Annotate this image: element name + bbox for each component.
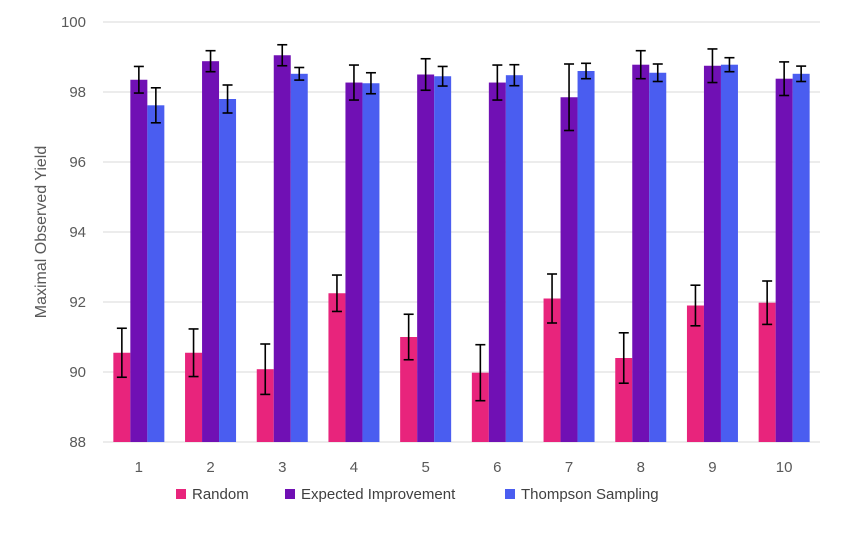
error-bar	[724, 56, 735, 73]
legend-label: Random	[192, 486, 249, 503]
bar	[345, 82, 363, 443]
error-bar	[150, 87, 161, 124]
x-tick-label: 1	[135, 459, 143, 476]
x-tick-label: 10	[776, 459, 793, 476]
bar	[362, 83, 380, 442]
legend: Random Expected Improvement Thompson Sampl…	[176, 486, 659, 503]
legend-label: Expected Improvement	[301, 486, 456, 503]
x-tick-label: 5	[421, 459, 429, 476]
error-bar	[509, 63, 520, 87]
bar	[577, 71, 595, 442]
bar	[543, 298, 561, 442]
bar	[505, 75, 523, 442]
bar	[615, 358, 633, 442]
bar	[273, 55, 291, 442]
error-bar	[635, 49, 646, 80]
error-bar	[331, 274, 342, 313]
error-bar	[348, 64, 359, 101]
error-bar	[492, 64, 503, 101]
bar	[488, 82, 506, 443]
legend-item: Expected Improvement	[285, 486, 456, 503]
error-bar	[277, 43, 288, 67]
y-tick-label: 94	[69, 224, 86, 241]
x-tick-label: 3	[278, 459, 286, 476]
legend-swatch	[176, 489, 186, 499]
error-bar	[294, 66, 305, 81]
error-bar	[796, 65, 807, 83]
error-bar	[475, 343, 486, 402]
bar	[703, 65, 721, 442]
error-bar	[564, 63, 575, 132]
bar	[147, 105, 165, 443]
bar	[632, 64, 650, 442]
error-bar	[133, 65, 144, 94]
y-tick-label: 88	[69, 434, 86, 451]
error-bar	[652, 63, 663, 83]
error-bar	[779, 61, 790, 97]
error-bar	[707, 48, 718, 84]
error-bar	[403, 313, 414, 361]
y-tick-label: 96	[69, 154, 86, 171]
legend-item: Thompson Sampling	[505, 486, 659, 503]
error-bar	[188, 328, 199, 378]
legend-item: Random	[176, 486, 249, 503]
error-bar	[205, 49, 216, 73]
error-bar	[618, 331, 629, 385]
error-bar	[437, 65, 448, 87]
error-bar	[690, 284, 701, 327]
error-bar	[365, 71, 376, 95]
x-tick-labels: 1 2 3 4 5 6 7 8 9 10	[135, 459, 793, 476]
x-tick-label: 8	[637, 459, 645, 476]
y-tick-label: 90	[69, 364, 86, 381]
error-bar	[762, 280, 773, 326]
legend-swatch	[285, 489, 295, 499]
bar	[130, 79, 148, 442]
x-tick-label: 7	[565, 459, 573, 476]
y-tick-label: 98	[69, 84, 86, 101]
bar	[686, 305, 704, 442]
y-tick-labels: 88 90 92 94 96 98 100	[61, 14, 86, 451]
legend-swatch	[505, 489, 515, 499]
y-tick-label: 92	[69, 294, 86, 311]
bar	[328, 293, 346, 442]
bar	[290, 73, 308, 443]
y-tick-label: 100	[61, 14, 86, 31]
error-bar	[581, 62, 592, 80]
bar	[758, 302, 776, 442]
error-bars	[116, 43, 807, 402]
bar	[471, 372, 489, 442]
error-bar	[222, 84, 233, 114]
bar	[792, 73, 810, 443]
error-bar	[116, 327, 127, 379]
bar	[256, 369, 274, 442]
bars	[113, 55, 810, 443]
x-tick-label: 6	[493, 459, 501, 476]
bar	[185, 352, 203, 442]
error-bar	[547, 273, 558, 324]
bar	[400, 337, 418, 442]
bar	[434, 76, 452, 442]
bar	[417, 74, 435, 442]
bar	[113, 352, 131, 442]
bar	[202, 61, 220, 442]
legend-label: Thompson Sampling	[521, 486, 659, 503]
bar	[720, 64, 738, 442]
bar	[560, 97, 578, 442]
y-axis-title: Maximal Observed Yield	[33, 146, 50, 319]
x-tick-label: 2	[206, 459, 214, 476]
bar	[219, 99, 237, 442]
error-bar	[260, 343, 271, 396]
bar	[775, 78, 793, 442]
x-tick-label: 9	[708, 459, 716, 476]
x-tick-label: 4	[350, 459, 358, 476]
error-bar	[420, 57, 431, 92]
bar	[649, 72, 667, 442]
